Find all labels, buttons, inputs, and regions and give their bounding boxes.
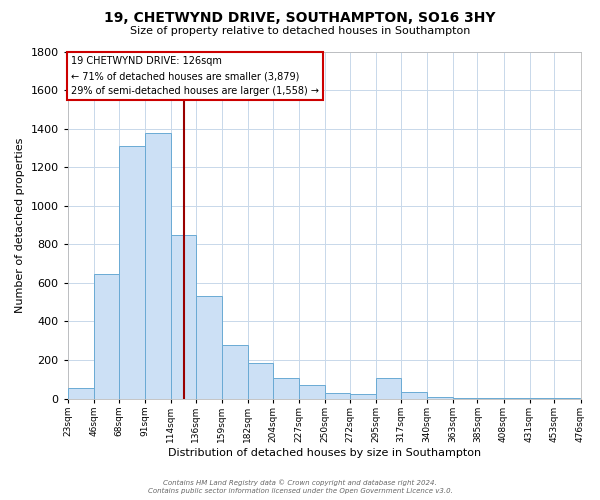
Bar <box>68 388 94 398</box>
Bar <box>299 385 325 398</box>
Text: Contains HM Land Registry data © Crown copyright and database right 2024.
Contai: Contains HM Land Registry data © Crown c… <box>148 480 452 494</box>
Text: 19, CHETWYND DRIVE, SOUTHAMPTON, SO16 3HY: 19, CHETWYND DRIVE, SOUTHAMPTON, SO16 3H… <box>104 12 496 26</box>
Bar <box>171 234 196 398</box>
Bar <box>401 392 427 398</box>
Bar <box>427 396 452 398</box>
Bar <box>325 393 350 398</box>
Bar <box>272 378 299 398</box>
Bar <box>119 146 145 399</box>
Bar <box>248 363 272 398</box>
Bar <box>350 394 376 398</box>
Bar <box>376 378 401 398</box>
X-axis label: Distribution of detached houses by size in Southampton: Distribution of detached houses by size … <box>167 448 481 458</box>
Text: 19 CHETWYND DRIVE: 126sqm
← 71% of detached houses are smaller (3,879)
29% of se: 19 CHETWYND DRIVE: 126sqm ← 71% of detac… <box>71 56 319 96</box>
Bar <box>196 296 221 398</box>
Bar <box>94 274 119 398</box>
Bar <box>145 134 171 398</box>
Bar <box>221 344 248 399</box>
Y-axis label: Number of detached properties: Number of detached properties <box>15 138 25 313</box>
Text: Size of property relative to detached houses in Southampton: Size of property relative to detached ho… <box>130 26 470 36</box>
